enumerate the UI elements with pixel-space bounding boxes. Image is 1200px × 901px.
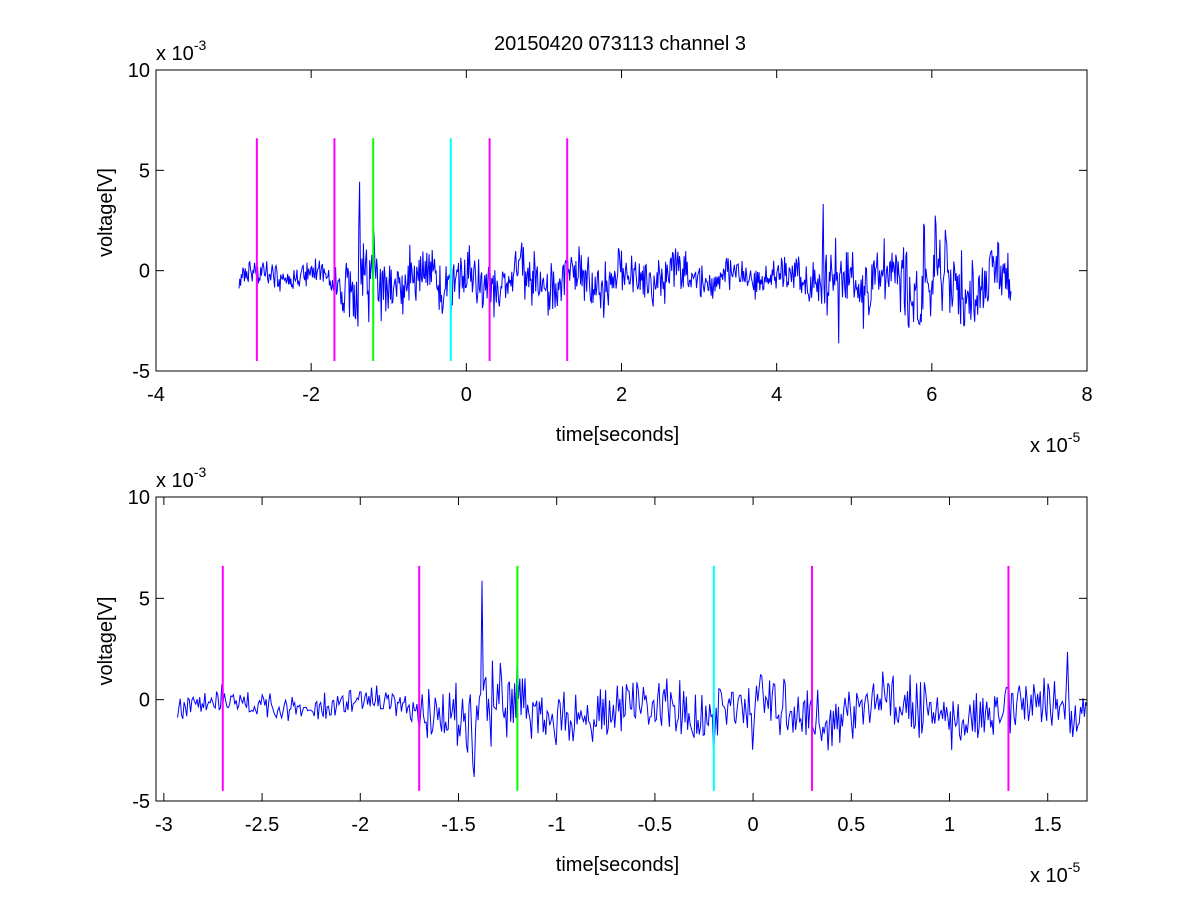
x-tick-label: -1.5 [441,814,475,836]
y-tick-label: -5 [132,361,150,383]
top-plot-box [155,69,1088,372]
x-tick-label: 4 [771,384,782,406]
bottom-plot-box [155,496,1088,802]
waveform-series-line [238,181,1012,344]
x-tick-label: -2 [351,814,369,836]
waveform-series-line [177,580,1088,777]
x-tick-label: -4 [147,384,165,406]
top-x-axis-label: time[seconds] [556,424,679,446]
top-x-exponent: x 10-5 [1030,429,1080,457]
y-tick-label: 5 [139,160,150,182]
y-tick-label: 10 [128,60,150,82]
x-tick-label: 6 [926,384,937,406]
y-tick-label: 0 [139,690,150,712]
y-tick-label: 10 [128,487,150,509]
x-tick-label: 0.5 [837,814,865,836]
top-waveform [238,181,1012,344]
x-tick-label: -3 [155,814,173,836]
y-tick-label: 5 [139,588,150,610]
x-tick-label: -1 [548,814,566,836]
bottom-x-exponent: x 10-5 [1030,859,1080,887]
bottom-markers [221,565,1010,791]
bottom-x-axis-label: time[seconds] [556,854,679,876]
x-tick-label: 0 [461,384,472,406]
bottom-y-axis-label: voltage[V] [95,597,117,686]
bottom-axes: -3 -2.5 -2 -1.5 -1 -0.5 0 0.5 1 1.5 -5 0 5 10 time[s… [95,464,1088,887]
x-tick-label: -2.5 [245,814,279,836]
top-y-exponent: x 10-3 [156,37,206,65]
top-x-ticks: -4 -2 0 2 4 6 8 [147,70,1093,406]
x-tick-label: 8 [1081,384,1092,406]
x-tick-label: 0 [748,814,759,836]
x-tick-label: -0.5 [638,814,672,836]
figure-title: 20150420 073113 channel 3 [494,33,746,55]
x-tick-label: -2 [302,384,320,406]
y-tick-label: -5 [132,791,150,813]
top-markers [255,138,569,361]
bottom-y-exponent: x 10-3 [156,464,206,492]
bottom-y-ticks: -5 0 5 10 [128,487,1087,813]
x-tick-label: 1.5 [1034,814,1062,836]
x-tick-label: 2 [616,384,627,406]
bottom-x-ticks: -3 -2.5 -2 -1.5 -1 -0.5 0 0.5 1 1.5 [155,497,1062,836]
bottom-waveform [177,580,1088,777]
top-axes: -4 -2 0 2 4 6 8 -5 0 5 10 time[seconds] voltage[V… [95,37,1093,457]
top-y-axis-label: voltage[V] [95,168,117,257]
y-tick-label: 0 [139,261,150,283]
x-tick-label: 1 [944,814,955,836]
top-y-ticks: -5 0 5 10 [128,60,1087,383]
